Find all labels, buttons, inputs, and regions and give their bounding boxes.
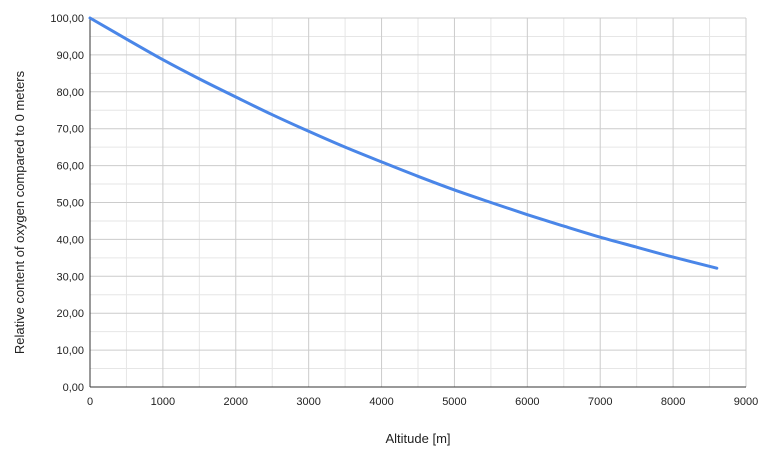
- y-tick-label: 0,00: [63, 382, 84, 394]
- x-tick-label: 5000: [442, 396, 466, 408]
- x-tick-label: 4000: [369, 396, 393, 408]
- x-tick-label: 2000: [224, 396, 248, 408]
- x-tick-label: 7000: [588, 396, 612, 408]
- y-axis-title: Relative content of oxygen compared to 0…: [12, 70, 27, 354]
- y-tick-label: 50,00: [56, 198, 84, 210]
- y-tick-label: 60,00: [56, 161, 84, 173]
- y-tick-label: 20,00: [56, 308, 84, 320]
- x-tick-label: 1000: [151, 396, 175, 408]
- tick-labels: 0 1000 2000 3000 4000 5000 6000 7000 8000 9000 0,0…: [50, 13, 758, 408]
- x-tick-label: 8000: [661, 396, 685, 408]
- x-tick-label: 3000: [296, 396, 320, 408]
- y-tick-label: 30,00: [56, 271, 84, 283]
- axes: [89, 18, 746, 388]
- x-tick-label: 0: [87, 396, 93, 408]
- y-tick-label: 40,00: [56, 234, 84, 246]
- grid: [90, 17, 747, 387]
- x-tick-label: 9000: [734, 396, 758, 408]
- y-tick-label: 80,00: [56, 87, 84, 99]
- y-tick-label: 100,00: [50, 13, 84, 25]
- y-tick-label: 90,00: [56, 50, 84, 62]
- series-layer: [88, 16, 719, 270]
- y-tick-label: 70,00: [56, 124, 84, 136]
- y-tick-label: 10,00: [56, 345, 84, 357]
- x-axis-title: Altitude [m]: [385, 431, 450, 446]
- x-tick-label: 6000: [515, 396, 539, 408]
- series-line: [88, 16, 719, 270]
